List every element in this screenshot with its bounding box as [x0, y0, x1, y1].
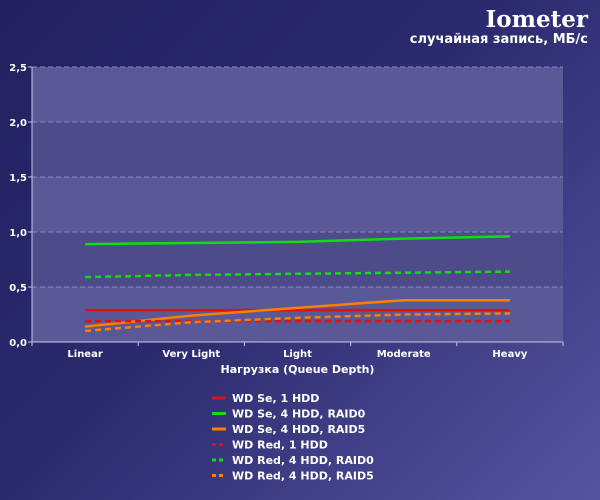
x-tick-label: Linear	[67, 349, 102, 360]
series-line	[85, 235, 510, 246]
x-tick-label: Heavy	[492, 349, 527, 360]
series-line	[84, 312, 510, 333]
y-tick-label: 0,0	[9, 338, 27, 349]
series-line	[85, 270, 510, 279]
legend: WD Se, 1 HDD WD Se, 4 HDD, RAID0 WD Se, 4 …	[212, 392, 374, 483]
y-tick-label: 0,5	[9, 283, 27, 294]
y-axis-ticks: 0,0 0,5 1,0 1,5 2,0 2,5	[9, 63, 32, 349]
series-lines	[84, 235, 510, 333]
axes	[31, 67, 563, 343]
legend-entry: WD Se, 4 HDD, RAID5	[232, 423, 365, 436]
plot-band	[32, 232, 563, 287]
y-tick-label: 2,0	[9, 118, 27, 129]
x-tick-label: Very Light	[162, 349, 220, 360]
x-axis-ticks: Linear Very Light Light Moderate Heavy	[31, 342, 564, 360]
plot-band	[32, 122, 563, 177]
y-tick-label: 1,5	[9, 173, 27, 184]
legend-entry: WD Red, 4 HDD, RAID0	[232, 454, 374, 467]
y-tick-label: 1,0	[9, 228, 27, 239]
gridlines	[32, 66, 563, 288]
legend-entry: WD Se, 1 HDD	[232, 392, 319, 405]
plot-band	[32, 177, 563, 232]
x-tick-label: Light	[283, 349, 312, 360]
chart-title: Iometer	[485, 6, 588, 33]
x-tick-label: Moderate	[377, 349, 431, 360]
legend-entry: WD Red, 4 HDD, RAID5	[232, 470, 374, 483]
plot-band	[32, 67, 563, 122]
plot-band	[32, 287, 563, 342]
legend-entry: WD Red, 1 HDD	[232, 439, 328, 452]
chart-subtitle: случайная запись, МБ/с	[409, 32, 588, 47]
y-tick-label: 2,5	[9, 63, 27, 74]
plot-area	[32, 67, 563, 342]
x-axis-title: Нагрузка (Queue Depth)	[221, 363, 375, 376]
series-line	[84, 298, 510, 328]
legend-entry: WD Se, 4 HDD, RAID0	[232, 408, 366, 421]
